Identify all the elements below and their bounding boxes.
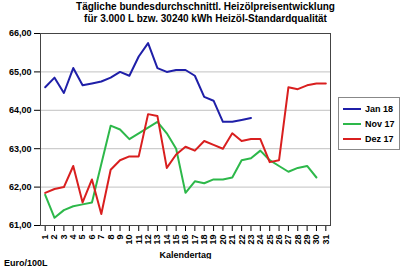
svg-text:28: 28 [292, 234, 303, 245]
svg-text:3: 3 [58, 234, 69, 240]
svg-text:11: 11 [133, 234, 144, 244]
svg-text:12: 12 [143, 234, 153, 245]
html-text:Jan 18: Jan 18 [365, 103, 393, 114]
svg-text:7: 7 [96, 234, 107, 240]
html-text:Euro/100L: Euro/100L [4, 258, 48, 268]
svg-text:65,00: 65,00 [9, 67, 32, 77]
svg-text:8: 8 [105, 234, 116, 240]
svg-text:62,00: 62,00 [9, 182, 32, 192]
svg-text:66,00: 66,00 [9, 28, 32, 38]
svg-text:2: 2 [49, 234, 60, 240]
svg-text:16: 16 [180, 234, 191, 245]
svg-text:25: 25 [264, 234, 275, 245]
html-text:für 3.000 L bzw. 30240 kWh Hei: für 3.000 L bzw. 30240 kWh Heizöl-Standa… [84, 13, 327, 24]
svg-text:27: 27 [283, 234, 294, 245]
svg-text:Kalendertag: Kalendertag [159, 250, 211, 260]
svg-text:29: 29 [302, 234, 312, 245]
html-text:Tägliche bundesdurchschnittl.: Tägliche bundesdurchschnittl. Heizölprei… [76, 1, 335, 12]
svg-text:26: 26 [273, 234, 284, 245]
svg-text:22: 22 [236, 234, 247, 245]
svg-text:24: 24 [255, 234, 266, 245]
svg-text:1: 1 [40, 234, 51, 240]
svg-text:14: 14 [161, 234, 172, 245]
svg-text:30: 30 [311, 234, 322, 245]
svg-text:64,00: 64,00 [9, 105, 32, 115]
svg-text:31: 31 [321, 235, 331, 245]
svg-text:13: 13 [152, 234, 163, 245]
svg-text:19: 19 [208, 234, 219, 245]
svg-text:15: 15 [171, 234, 181, 245]
svg-text:20: 20 [217, 234, 228, 245]
svg-text:10: 10 [124, 234, 135, 245]
svg-text:23: 23 [245, 234, 256, 245]
svg-text:4: 4 [68, 234, 79, 240]
svg-text:18: 18 [199, 234, 210, 245]
svg-text:6: 6 [86, 234, 97, 240]
svg-text:9: 9 [114, 234, 125, 240]
svg-text:63,00: 63,00 [9, 144, 32, 154]
svg-text:5: 5 [77, 234, 88, 240]
html-text:Dez 17: Dez 17 [365, 133, 394, 144]
svg-text:61,00: 61,00 [9, 220, 32, 230]
html-text:Nov 17: Nov 17 [365, 118, 395, 129]
svg-text:21: 21 [227, 234, 238, 245]
svg-text:17: 17 [189, 234, 200, 245]
